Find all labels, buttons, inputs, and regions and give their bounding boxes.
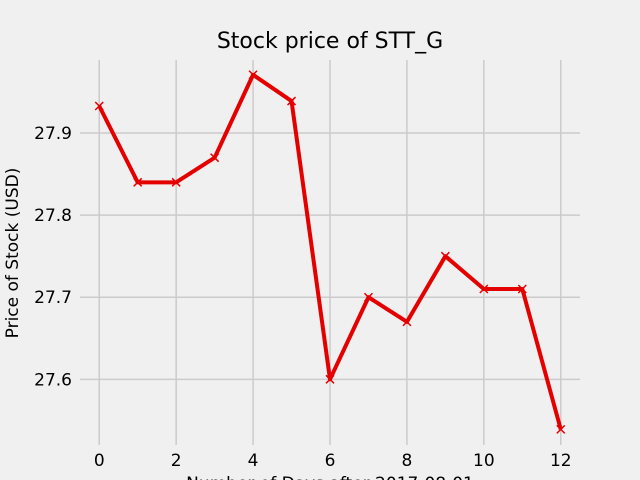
point-marker xyxy=(402,317,412,327)
point-marker xyxy=(517,284,527,294)
point-marker xyxy=(171,177,181,187)
x-tick-label: 2 xyxy=(171,451,182,471)
point-marker xyxy=(248,70,258,80)
point-marker xyxy=(363,292,373,302)
point-marker xyxy=(556,424,566,434)
x-tick-label: 4 xyxy=(248,451,259,471)
x-tick-label: 0 xyxy=(94,451,105,471)
y-tick-label: 27.8 xyxy=(34,206,72,226)
x-tick-label: 10 xyxy=(473,451,495,471)
y-axis-label: Price of Stock (USD) xyxy=(3,168,23,339)
y-tick-label: 27.6 xyxy=(34,370,72,390)
x-tick-label: 6 xyxy=(325,451,336,471)
point-marker xyxy=(210,153,220,163)
y-tick-label: 27.9 xyxy=(34,124,72,144)
point-marker xyxy=(94,101,104,111)
point-marker xyxy=(440,251,450,261)
point-marker xyxy=(133,177,143,187)
point-marker xyxy=(479,284,489,294)
y-tick-label: 27.7 xyxy=(34,288,72,308)
x-tick-label: 8 xyxy=(402,451,413,471)
x-axis-label: Number of Days after 2017-08-01 xyxy=(186,474,474,480)
point-marker xyxy=(287,96,297,106)
point-marker xyxy=(325,374,335,384)
x-tick-label: 12 xyxy=(550,451,572,471)
chart-title: Stock price of STT_G xyxy=(217,29,443,54)
